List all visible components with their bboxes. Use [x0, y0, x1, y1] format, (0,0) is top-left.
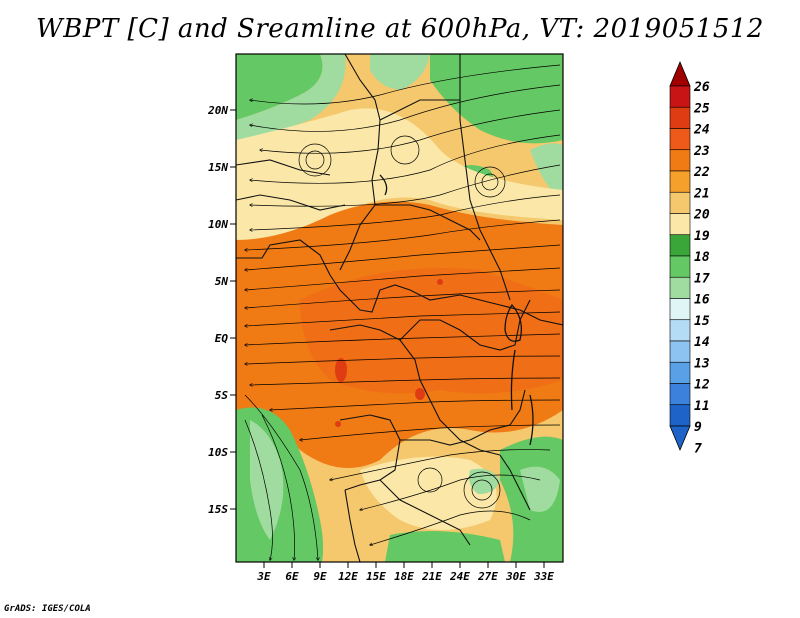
- colorbar-segment: [669, 149, 691, 172]
- lon-label: 3E: [256, 570, 271, 583]
- colorbar-segment: [669, 106, 691, 129]
- lon-label: 21E: [421, 570, 442, 583]
- colorbar-label: 25: [693, 101, 710, 116]
- colorbar-segment: [669, 383, 691, 406]
- colorbar-label: 11: [694, 399, 710, 414]
- lakes: [379, 174, 534, 446]
- colorbar-label: 21: [693, 186, 710, 201]
- colorbar-label: 15: [694, 314, 710, 329]
- colorbar-bottom-arrow: [669, 425, 691, 452]
- lon-label: 9E: [313, 570, 327, 583]
- lon-label: 27E: [477, 570, 498, 583]
- streamlines: [245, 64, 561, 560]
- lon-label: 30E: [505, 570, 526, 583]
- lat-label: 10S: [208, 446, 228, 459]
- lat-label: 5S: [215, 389, 229, 402]
- colorbar-label: 14: [694, 335, 710, 350]
- lon-label: 24E: [449, 570, 470, 583]
- colorbar-segment: [669, 298, 691, 321]
- colorbar-segment: [669, 128, 691, 151]
- lon-label: 18E: [394, 570, 414, 583]
- colorbar-segment: [669, 234, 691, 257]
- grads-credit: GrADS: IGES/COLA: [4, 604, 91, 614]
- colorbar: [669, 60, 691, 452]
- colorbar-segment: [669, 85, 691, 108]
- colorbar-segment: [669, 340, 691, 363]
- lat-axis: 20N 15N 10N 5N EQ 5S 10S 15S: [207, 104, 236, 516]
- wbpt-field: [236, 54, 563, 562]
- colorbar-label: 17: [694, 271, 710, 286]
- colorbar-label: 20: [693, 208, 710, 223]
- colorbar-segment: [669, 361, 691, 384]
- colorbar-label: 13: [694, 356, 710, 371]
- colorbar-segment: [669, 255, 691, 278]
- colorbar-label: 18: [694, 250, 710, 265]
- colorbar-segment: [669, 191, 691, 214]
- colorbar-segment: [669, 213, 691, 236]
- colorbar-label: 19: [694, 229, 710, 244]
- colorbar-segment: [669, 319, 691, 342]
- colorbar-label: 16: [694, 293, 710, 308]
- colorbar-label: 24: [693, 123, 710, 138]
- colorbar-label: 7: [694, 441, 702, 456]
- lon-label: 6E: [285, 570, 299, 583]
- colorbar-label: 22: [693, 165, 710, 180]
- lon-label: 15E: [366, 570, 386, 583]
- map-frame: [235, 53, 564, 563]
- lat-label: 15N: [208, 161, 228, 174]
- map-title: WBPT [C] and Sreamline at 600hPa, VT: 20…: [36, 14, 764, 44]
- lat-label: EQ: [215, 332, 229, 345]
- colorbar-label: 9: [694, 420, 702, 435]
- colorbar-top-arrow: [669, 60, 691, 87]
- colorbar-label: 26: [693, 80, 710, 95]
- colorbar-label: 23: [693, 144, 710, 159]
- lat-label: 20N: [207, 104, 228, 117]
- colorbar-segment: [669, 170, 691, 193]
- lon-label: 33E: [533, 570, 554, 583]
- lon-label: 12E: [338, 570, 358, 583]
- lat-label: 15S: [208, 503, 228, 516]
- colorbar-label: 12: [694, 378, 710, 393]
- country-borders: [236, 54, 563, 562]
- colorbar-labels: 26 25 24 23 22 21 20 19 18 17 16 15 14 13 12 11 9 7: [693, 80, 710, 456]
- lat-label: 5N: [215, 275, 229, 288]
- lat-label: 10N: [208, 218, 228, 231]
- lon-axis: 3E 6E 9E 12E 15E 18E 21E 24E 27E 30E 33E: [256, 562, 554, 583]
- colorbar-segment: [669, 276, 691, 299]
- colorbar-segment: [669, 404, 691, 427]
